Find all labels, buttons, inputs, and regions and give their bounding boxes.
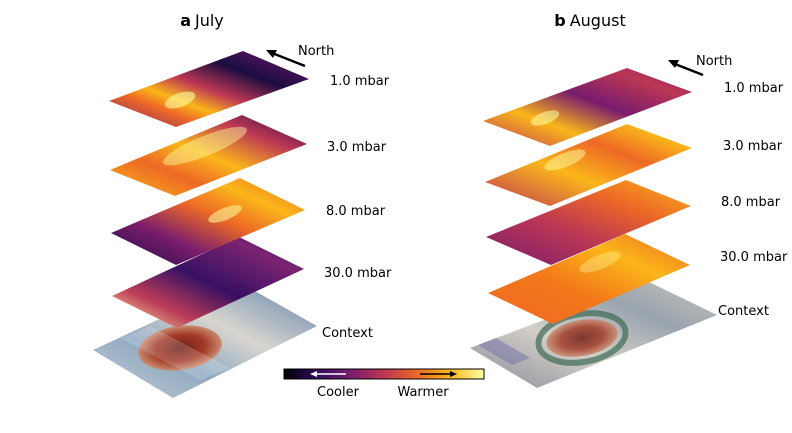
context-layer	[93, 282, 317, 398]
layer-label: 8.0 mbar	[326, 204, 386, 219]
north-arrow-icon	[668, 60, 704, 77]
north-label: North	[696, 54, 732, 69]
layer-label: 3.0 mbar	[723, 139, 783, 154]
panel-august: b August North 1.0 mbar 3.0 mbar 8.0 mbar…	[470, 11, 788, 388]
temperature-map-8-mbar	[111, 178, 305, 265]
layer-label: 1.0 mbar	[330, 74, 390, 89]
panel-letter: a	[180, 11, 191, 30]
panel-title: a July	[180, 11, 224, 30]
north-arrow-icon	[266, 50, 306, 68]
layer-label: 30.0 mbar	[720, 250, 788, 265]
layer-label: 1.0 mbar	[724, 81, 784, 96]
temperature-map-30-mbar	[112, 237, 304, 328]
panel-month: August	[570, 11, 626, 30]
temperature-map-1-mbar	[483, 68, 692, 146]
temperature-map-1-mbar	[109, 51, 309, 127]
layer-label: Context	[322, 326, 373, 341]
colorbar: Cooler Warmer	[283, 368, 485, 400]
temperature-map-8-mbar	[486, 180, 691, 265]
layer-label: 30.0 mbar	[324, 266, 392, 281]
colorbar-gradient	[283, 368, 485, 380]
panel-title: b August	[554, 11, 625, 30]
north-label: North	[298, 44, 334, 59]
warmer-label: Warmer	[397, 385, 449, 400]
temperature-map-3-mbar	[485, 124, 692, 206]
arrow-left-icon	[310, 371, 346, 377]
panel-july: a July North 1.0 mbar 3.0 mbar 8.0 mbar 3…	[93, 11, 392, 398]
layer-label: 3.0 mbar	[327, 140, 387, 155]
panel-letter: b	[554, 11, 565, 30]
arrow-right-icon	[420, 371, 457, 377]
cooler-label: Cooler	[317, 385, 360, 400]
layer-label: Context	[718, 304, 769, 319]
layer-label: 8.0 mbar	[721, 195, 781, 210]
context-layer	[470, 281, 717, 388]
temperature-map-30-mbar	[488, 234, 690, 324]
panel-month: July	[194, 11, 224, 30]
temperature-map-3-mbar	[110, 115, 307, 196]
